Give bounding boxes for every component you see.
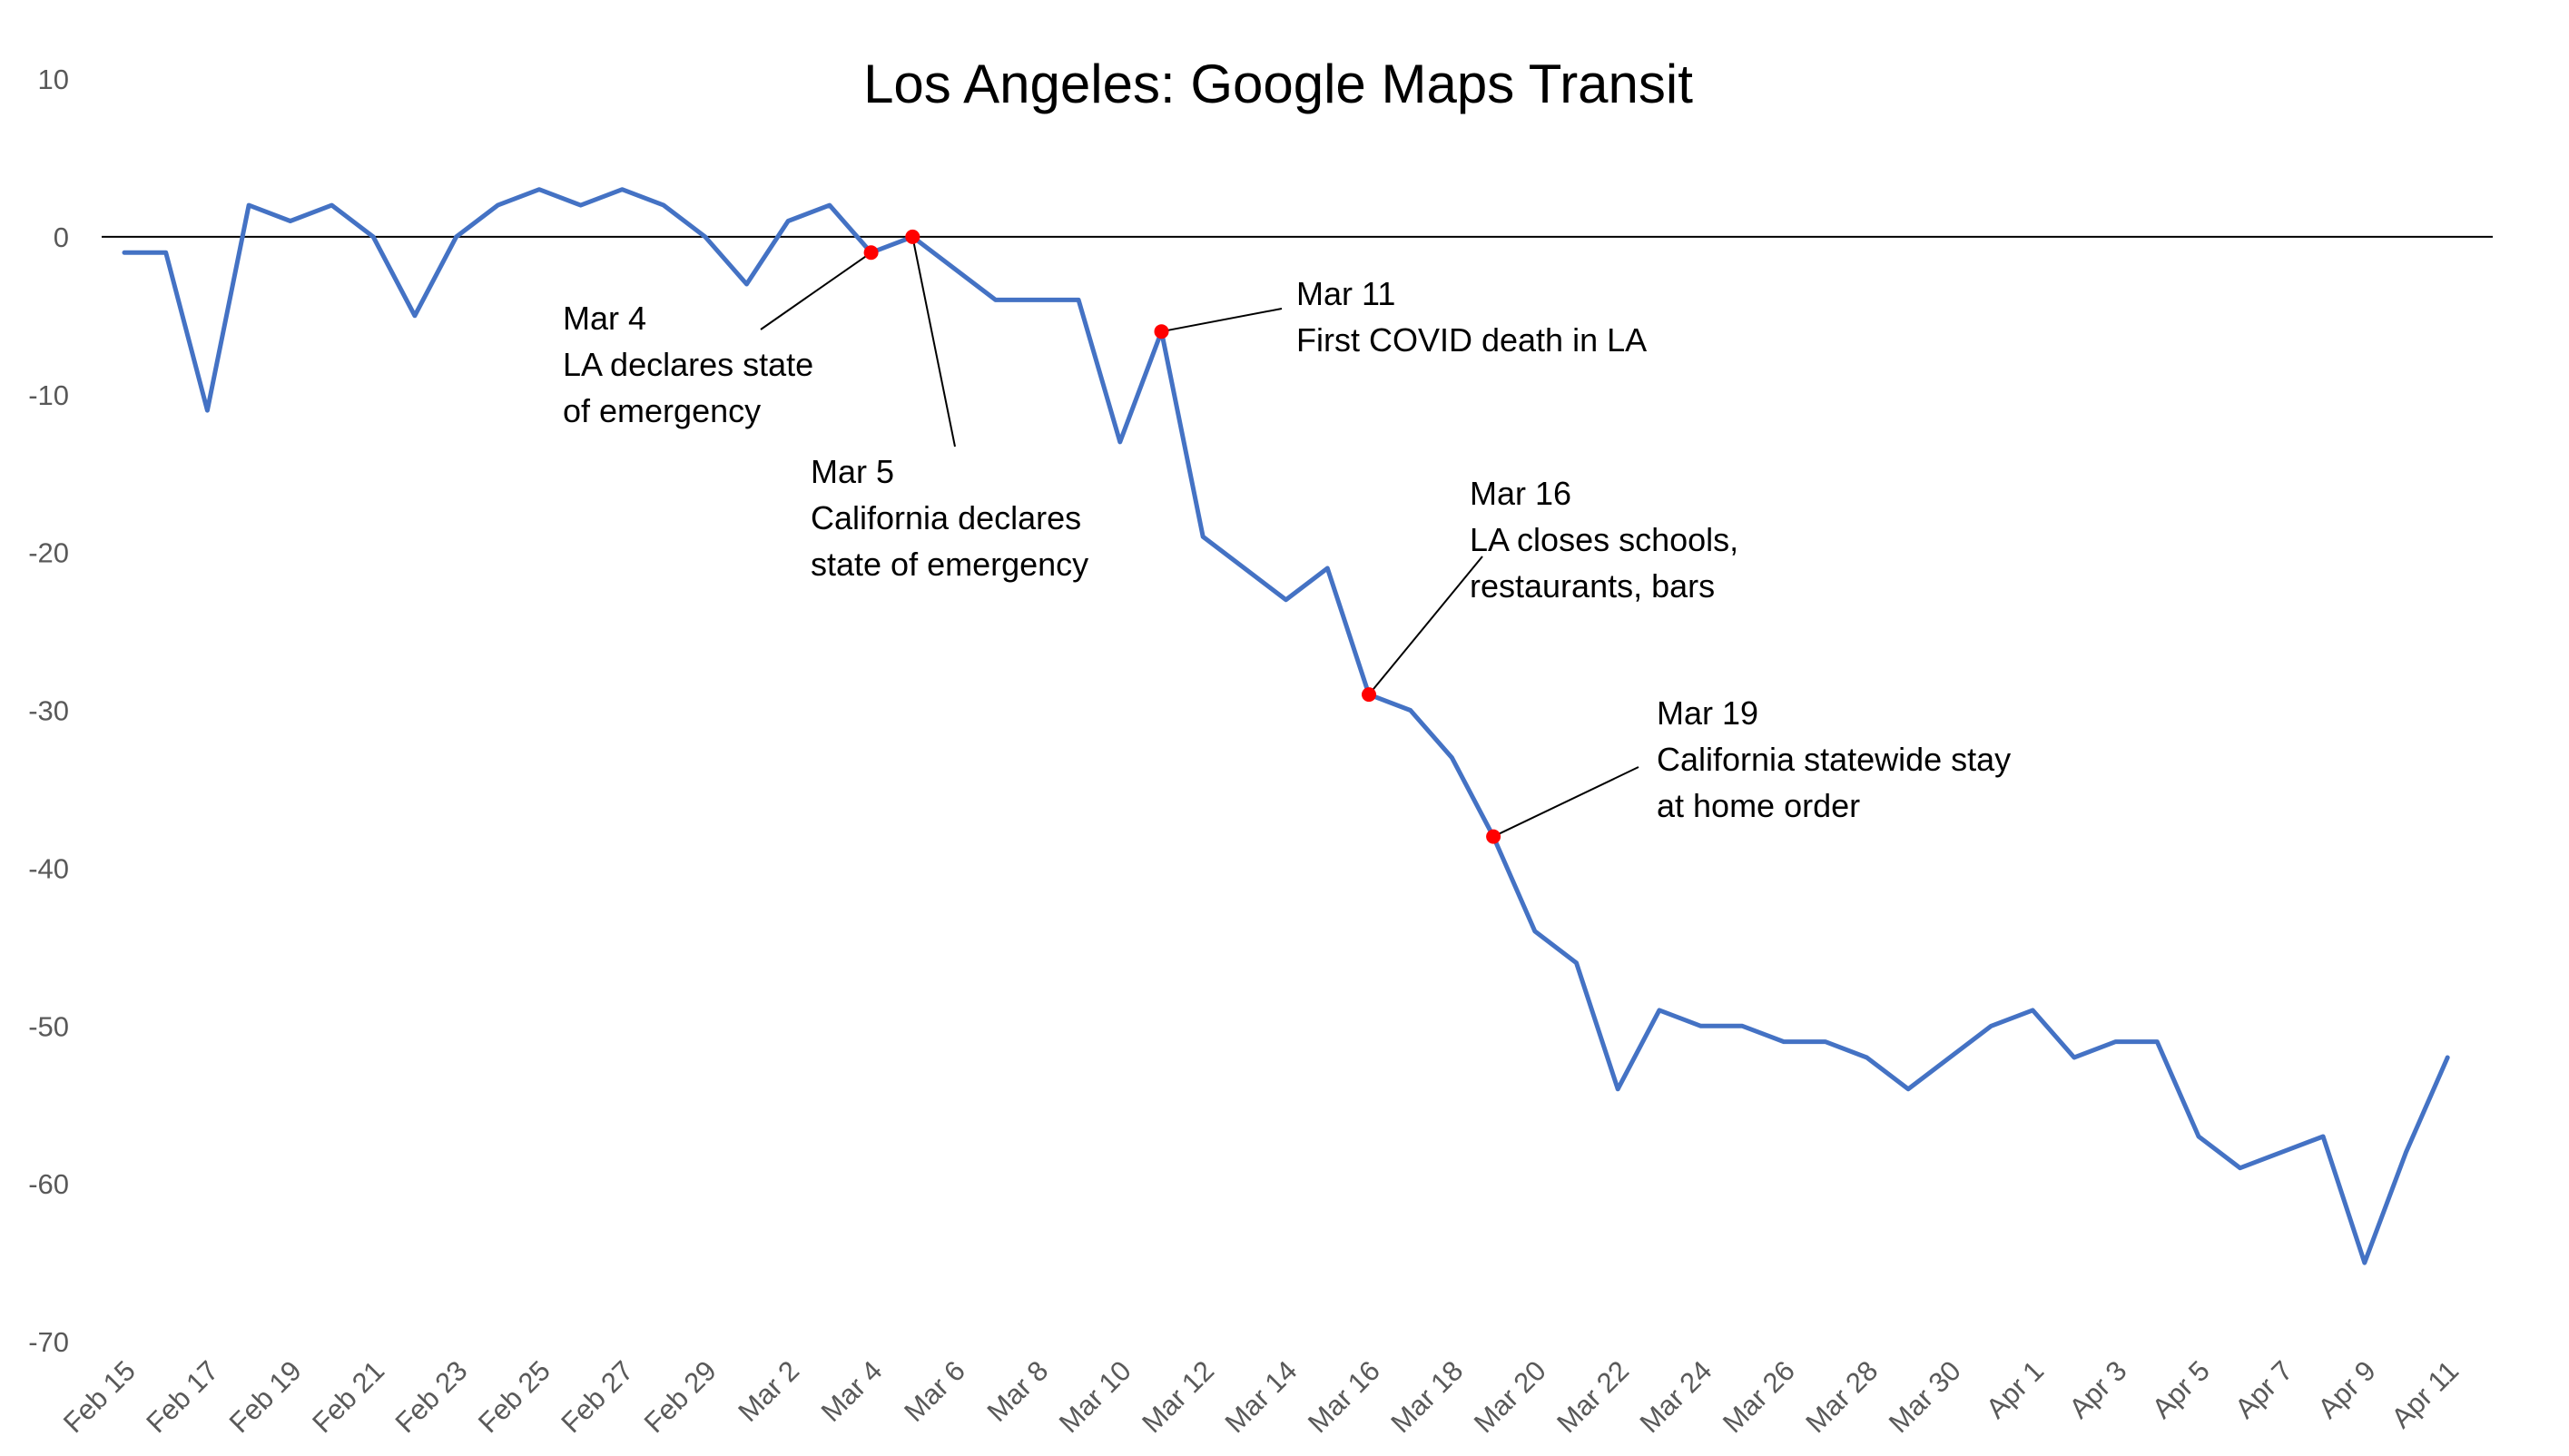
y-tick-label: 0: [54, 221, 69, 253]
x-tick-label: Feb 15: [57, 1354, 142, 1439]
x-tick-label: Mar 18: [1384, 1354, 1469, 1439]
x-tick-label: Feb 23: [389, 1354, 474, 1439]
x-tick-label: Mar 14: [1219, 1354, 1304, 1439]
x-tick-label: Feb 27: [555, 1354, 639, 1439]
y-tick-label: -70: [28, 1326, 69, 1358]
event-marker: [905, 229, 920, 244]
y-tick-label: -40: [28, 852, 69, 884]
annotation-leader: [911, 236, 956, 448]
x-tick-label: Mar 26: [1717, 1354, 1801, 1439]
x-tick-label: Mar 8: [981, 1354, 1055, 1428]
chart-title: Los Angeles: Google Maps Transit: [863, 54, 1693, 114]
y-tick-label: -30: [28, 695, 69, 727]
event-marker: [1486, 829, 1501, 844]
x-tick-label: Mar 10: [1053, 1354, 1137, 1439]
x-tick-label: Mar 22: [1550, 1354, 1635, 1439]
y-tick-label: -20: [28, 537, 69, 569]
event-marker: [1362, 687, 1376, 703]
x-tick-label: Apr 7: [2229, 1354, 2298, 1424]
annotation-label: Mar 11 First COVID death in LA: [1296, 275, 1647, 359]
annotation-label: Mar 16 LA closes schools, restaurants, bar…: [1470, 475, 1738, 605]
annotation-leader: [1492, 766, 1639, 838]
event-markers: [863, 229, 1501, 844]
x-tick-label: Mar 12: [1136, 1354, 1220, 1439]
x-tick-label: Apr 9: [2312, 1354, 2382, 1424]
annotation-label: Mar 4 LA declares state of emergency: [563, 300, 813, 429]
series-line: [122, 187, 2450, 1265]
x-tick-label: Feb 29: [638, 1354, 723, 1439]
x-tick-label: Mar 28: [1799, 1354, 1884, 1439]
x-tick-label: Feb 21: [306, 1354, 390, 1439]
x-tick-label: Mar 30: [1883, 1354, 1967, 1439]
x-tick-label: Feb 19: [223, 1354, 308, 1439]
y-tick-label: -50: [28, 1010, 69, 1042]
annotation-leader: [760, 251, 872, 330]
x-tick-label: Mar 4: [815, 1354, 889, 1428]
y-axis-ticks: 10 0 -10 -20 -30 -40 -50 -60 -70: [28, 64, 69, 1358]
x-tick-label: Feb 17: [140, 1354, 224, 1439]
x-tick-label: Apr 5: [2146, 1354, 2216, 1424]
annotation-label: Mar 5 California declares state of emergen…: [811, 453, 1088, 583]
x-tick-label: Mar 16: [1302, 1354, 1386, 1439]
x-tick-label: Apr 1: [1980, 1354, 2050, 1424]
event-marker: [1154, 324, 1169, 339]
y-tick-label: 10: [38, 64, 69, 95]
x-tick-label: Apr 11: [2385, 1354, 2465, 1434]
x-tick-label: Mar 6: [898, 1354, 971, 1428]
annotation-leader: [1161, 308, 1283, 333]
x-tick-label: Mar 2: [732, 1354, 805, 1428]
annotation-label: Mar 19 California statewide stay at home o…: [1657, 694, 2011, 824]
annotation-leader-lines: [760, 236, 1639, 838]
y-tick-label: -60: [28, 1168, 69, 1200]
x-tick-label: Mar 24: [1634, 1354, 1718, 1439]
annotation-leader: [1368, 556, 1483, 695]
y-tick-label: -10: [28, 379, 69, 411]
x-tick-label: Apr 3: [2062, 1354, 2132, 1424]
x-tick-label: Mar 20: [1468, 1354, 1552, 1439]
x-tick-label: Feb 25: [472, 1354, 556, 1439]
event-marker: [863, 245, 879, 261]
